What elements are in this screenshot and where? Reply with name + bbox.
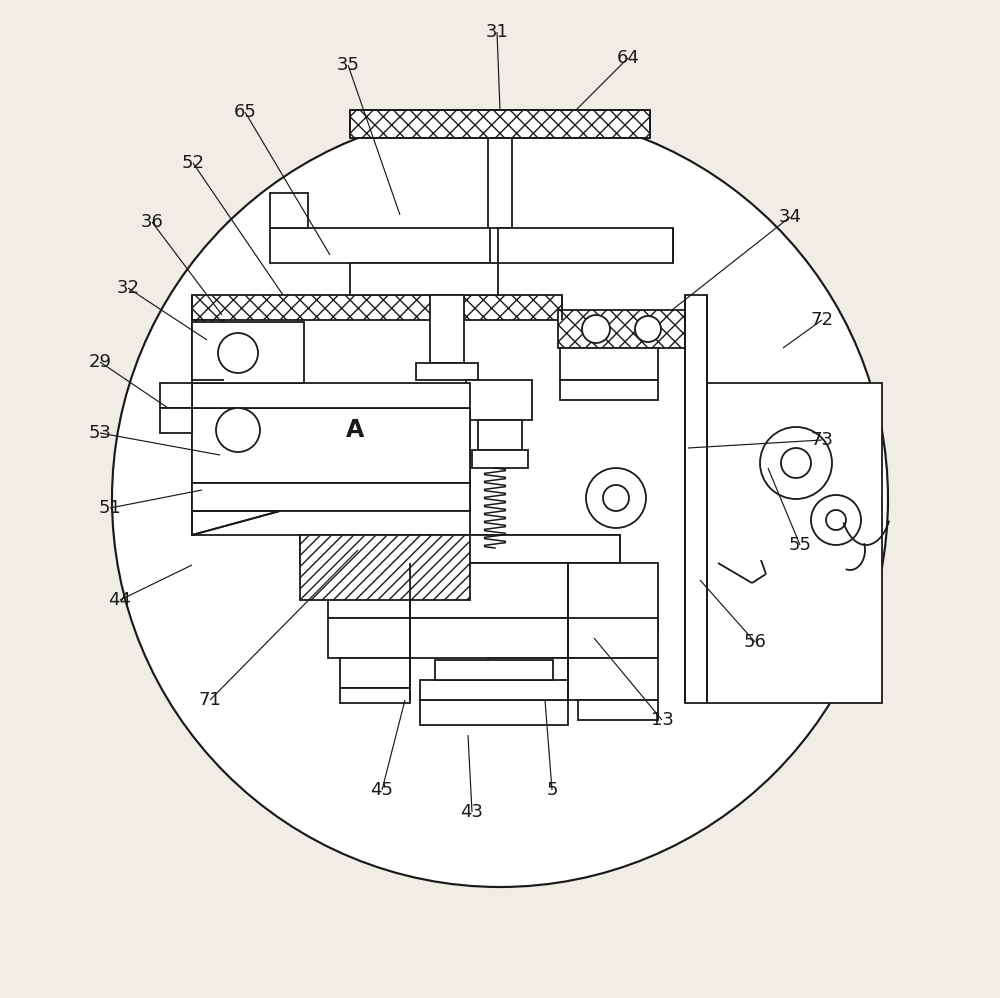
Text: 31: 31: [486, 23, 508, 41]
Text: 73: 73: [810, 431, 834, 449]
Bar: [578, 700, 658, 720]
Bar: [192, 295, 562, 320]
Circle shape: [582, 315, 610, 343]
Bar: [350, 263, 498, 295]
Bar: [192, 322, 304, 383]
Bar: [568, 563, 658, 638]
Bar: [328, 618, 410, 658]
Text: 55: 55: [788, 536, 812, 554]
Bar: [435, 660, 553, 680]
Bar: [410, 563, 570, 618]
Circle shape: [216, 408, 260, 452]
Text: 65: 65: [234, 103, 256, 121]
Circle shape: [218, 333, 258, 373]
Text: 34: 34: [778, 208, 802, 226]
Bar: [192, 320, 224, 355]
Text: 52: 52: [182, 154, 205, 172]
Bar: [707, 383, 882, 703]
Text: 64: 64: [617, 49, 639, 67]
Bar: [488, 658, 570, 690]
Bar: [568, 618, 658, 658]
Text: A: A: [346, 418, 364, 442]
Bar: [192, 383, 470, 408]
Circle shape: [112, 111, 888, 887]
Text: 71: 71: [199, 691, 221, 709]
Bar: [685, 295, 707, 703]
Text: 32: 32: [116, 279, 140, 297]
Text: 36: 36: [141, 213, 163, 231]
Text: 51: 51: [99, 499, 121, 517]
Circle shape: [781, 448, 811, 478]
Bar: [192, 511, 470, 535]
Circle shape: [826, 510, 846, 530]
Text: 5: 5: [546, 781, 558, 799]
Bar: [160, 408, 192, 433]
Text: 43: 43: [460, 803, 484, 821]
Bar: [466, 380, 532, 420]
Bar: [192, 408, 470, 483]
Bar: [410, 618, 570, 658]
Circle shape: [811, 495, 861, 545]
Bar: [420, 680, 568, 700]
Bar: [420, 700, 568, 725]
Bar: [430, 295, 464, 363]
Bar: [192, 355, 224, 380]
Bar: [270, 193, 308, 228]
Bar: [558, 310, 698, 348]
Bar: [270, 228, 490, 263]
Circle shape: [635, 316, 661, 342]
Bar: [560, 348, 658, 380]
Bar: [560, 380, 658, 400]
Circle shape: [603, 485, 629, 511]
Bar: [328, 563, 410, 618]
Bar: [300, 535, 620, 563]
Bar: [192, 483, 470, 511]
Text: 44: 44: [108, 591, 132, 609]
Text: 56: 56: [744, 633, 766, 651]
Bar: [498, 228, 673, 263]
Text: 53: 53: [88, 424, 112, 442]
Polygon shape: [192, 511, 280, 535]
Bar: [478, 420, 522, 450]
Bar: [160, 383, 192, 408]
Bar: [340, 688, 410, 703]
Bar: [300, 535, 470, 600]
Bar: [300, 535, 620, 563]
Bar: [192, 408, 470, 483]
Text: 45: 45: [370, 781, 394, 799]
Text: 35: 35: [336, 56, 360, 74]
Bar: [568, 658, 658, 700]
Bar: [487, 548, 513, 600]
Text: 29: 29: [88, 353, 112, 371]
Bar: [340, 658, 410, 688]
Text: 13: 13: [651, 711, 673, 729]
Circle shape: [586, 468, 646, 528]
Bar: [416, 363, 478, 380]
Bar: [488, 138, 512, 228]
Circle shape: [760, 427, 832, 499]
Text: 72: 72: [810, 311, 834, 329]
Bar: [472, 450, 528, 468]
Bar: [192, 483, 470, 511]
Bar: [350, 110, 650, 138]
